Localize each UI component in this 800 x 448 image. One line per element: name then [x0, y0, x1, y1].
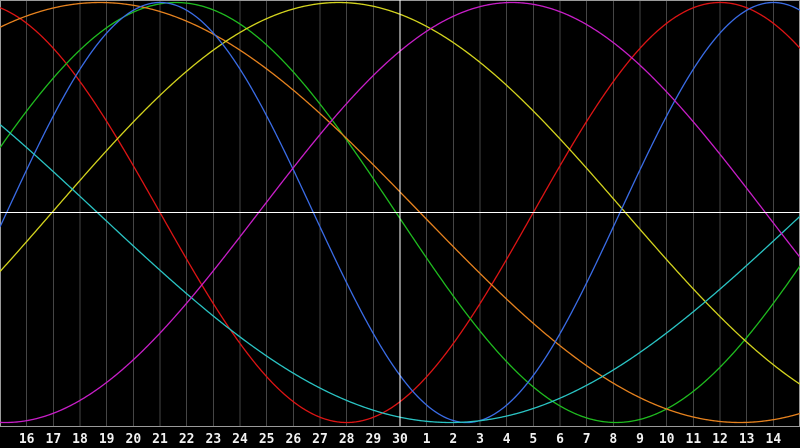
- x-tick-label: 1: [423, 432, 431, 447]
- x-tick-label: 23: [206, 432, 222, 447]
- x-tick-label: 2: [449, 432, 457, 447]
- x-tick-label: 14: [766, 432, 782, 447]
- x-tick-label: 9: [636, 432, 644, 447]
- x-tick-label: 6: [556, 432, 564, 447]
- x-tick-label: 12: [712, 432, 728, 447]
- x-tick-label: 21: [152, 432, 168, 447]
- x-tick-label: 22: [179, 432, 195, 447]
- x-tick-label: 7: [583, 432, 591, 447]
- x-tick-label: 30: [392, 432, 408, 447]
- x-axis-labels: 16 17 18 19 20 21 22 23 24 25 26 27 28 29 30 1 2 3 4 5 6 7 8 9 1…: [19, 432, 781, 447]
- x-tick-label: 4: [503, 432, 511, 447]
- x-tick-label: 17: [46, 432, 62, 447]
- x-tick-label: 11: [686, 432, 702, 447]
- x-tick-label: 24: [232, 432, 248, 447]
- x-tick-label: 20: [126, 432, 142, 447]
- x-tick-label: 25: [259, 432, 275, 447]
- x-tick-label: 5: [529, 432, 537, 447]
- x-tick-label: 18: [72, 432, 88, 447]
- x-tick-label: 19: [99, 432, 115, 447]
- x-tick-label: 28: [339, 432, 355, 447]
- x-tick-label: 10: [659, 432, 675, 447]
- x-tick-label: 29: [366, 432, 382, 447]
- x-tick-label: 13: [739, 432, 755, 447]
- x-tick-label: 8: [609, 432, 617, 447]
- x-tick-label: 3: [476, 432, 484, 447]
- x-tick-label: 26: [286, 432, 302, 447]
- x-tick-label: 27: [312, 432, 328, 447]
- x-tick-label: 16: [19, 432, 35, 447]
